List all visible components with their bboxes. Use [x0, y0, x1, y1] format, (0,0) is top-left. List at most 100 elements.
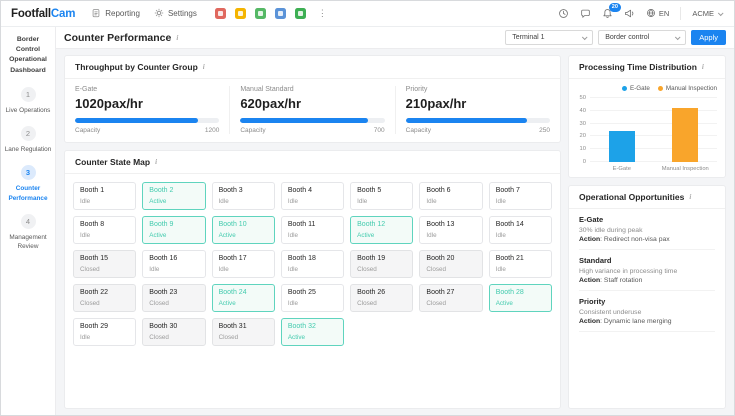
booth-state: Closed [426, 266, 447, 273]
booth-name: Booth 16 [149, 255, 178, 262]
booth-name: Booth 2 [149, 187, 174, 194]
booth-cell: Booth 8 Idle [73, 216, 137, 244]
capacity-progress-bar [75, 118, 220, 123]
booth-state: Idle [357, 198, 368, 205]
booth-state: Idle [287, 198, 298, 205]
chat-icon[interactable] [580, 8, 591, 19]
chart-plot-area [590, 97, 717, 162]
footfallcam-logo: FootfallCam [11, 7, 76, 20]
booth-name: Booth 21 [495, 255, 524, 262]
report-icon [91, 8, 101, 20]
y-tick-label: 20 [579, 133, 586, 140]
booth-state: Idle [426, 232, 437, 239]
capacity-progress-fill [75, 118, 198, 123]
opportunity-item-2: Standard High variance in processing time… [579, 250, 715, 291]
booth-cell: Booth 15 Closed [73, 250, 137, 278]
zone-select[interactable]: Border control [598, 30, 687, 45]
topbar-right: 20 EN ACME [558, 3, 724, 20]
gridline [590, 135, 717, 137]
booth-cell: Booth 32 Active [280, 318, 345, 346]
sidebar-step-2[interactable]: 2 Lane Regulation [4, 126, 52, 154]
booth-state: Closed [80, 266, 100, 273]
booth-cell: Booth 2 Active [142, 182, 206, 210]
capacity-label: Capacity [75, 127, 101, 134]
account-menu[interactable]: ACME [692, 9, 724, 18]
menu-reporting[interactable]: Reporting [91, 8, 140, 20]
more-apps-icon[interactable]: ⋮ [317, 8, 327, 18]
chart-legend: E-Gate Manual Inspection [577, 85, 717, 92]
app-icon-green[interactable] [254, 8, 266, 19]
booth-name: Booth 12 [357, 221, 386, 228]
terminal-select[interactable]: Terminal 1 [505, 30, 594, 45]
main-area: Counter Performance i Terminal 1 Border … [56, 27, 734, 415]
booth-cell: Booth 20 Closed [419, 250, 483, 278]
history-clock-icon[interactable] [558, 8, 569, 19]
gridline [590, 148, 717, 150]
booth-state: Idle [426, 198, 437, 205]
y-tick-label: 50 [579, 95, 586, 101]
metric-group-label: Manual Standard [240, 86, 294, 93]
opportunity-item-3: Priority Consistent underuse Action: Dynam… [579, 291, 715, 332]
announcement-megaphone-icon[interactable] [624, 8, 635, 19]
info-icon[interactable]: i [176, 33, 179, 42]
chevron-down-icon [582, 33, 588, 40]
booth-cell: Booth 26 Closed [350, 284, 414, 312]
booth-cell: Booth 16 Idle [142, 250, 206, 278]
app-icon-red[interactable] [214, 8, 226, 19]
menu-settings[interactable]: Settings [154, 8, 197, 20]
booth-name: Booth 7 [495, 187, 520, 194]
booth-cell: Booth 6 Idle [419, 182, 483, 210]
booth-state: Active [495, 300, 513, 307]
terminal-select-value: Terminal 1 [512, 34, 545, 41]
app-icon-blue[interactable] [274, 8, 286, 19]
booth-name: Booth 4 [287, 187, 312, 194]
metric-value: 1020pax/hr [75, 96, 143, 111]
sidebar-step-1[interactable]: 1 Live Operations [4, 86, 52, 115]
booth-name: Booth 9 [149, 221, 174, 228]
booth-name: Booth 31 [218, 323, 247, 330]
capacity-value: 700 [373, 127, 385, 134]
apply-button[interactable]: Apply [691, 30, 726, 45]
gridline [590, 122, 717, 124]
booth-cell: Booth 25 Idle [280, 284, 345, 312]
info-icon[interactable]: i [155, 158, 158, 166]
info-icon[interactable]: i [689, 193, 692, 201]
booth-cell: Booth 1 Idle [73, 182, 137, 210]
sidebar-step-4[interactable]: 4 Management Review [4, 213, 52, 252]
step-number: 1 [20, 86, 36, 102]
booth-name: Booth 20 [426, 255, 455, 262]
chart-bar-manual-inspection [672, 108, 699, 162]
topbar-divider [680, 7, 682, 20]
app-icon-yellow[interactable] [234, 8, 246, 19]
booth-state: Active [218, 300, 236, 307]
booth-name: Booth 17 [218, 255, 247, 262]
metric-group-label: Priority [405, 86, 428, 93]
booth-cell: Booth 27 Closed [419, 284, 483, 312]
step-list: 1 Live Operations 2 Lane Regulation 3 Counter… [4, 86, 52, 252]
step-number: 3 [20, 165, 36, 181]
legend-item: Manual Inspection [657, 85, 717, 92]
legend-item: E-Gate [621, 85, 650, 92]
notifications-bell-icon[interactable]: 20 [602, 3, 621, 19]
booth-name: Booth 28 [495, 289, 524, 296]
booth-cell: Booth 13 Idle [419, 216, 483, 244]
sidebar-step-3[interactable]: 3 Counter Performance [4, 165, 52, 203]
info-icon[interactable]: i [202, 63, 205, 71]
booth-cell: Booth 7 Idle [488, 182, 552, 210]
booth-cell: Booth 17 Idle [211, 250, 275, 278]
language-label: EN [658, 9, 670, 18]
step-label: Management Review [9, 233, 47, 251]
metric-value: 210pax/hr [405, 96, 467, 111]
app-icon-calendar-green[interactable] [294, 8, 306, 19]
booth-state: Idle [149, 266, 160, 273]
booth-cell: Booth 3 Idle [211, 182, 275, 210]
chart-x-axis: E-Gate Manual Inspection [590, 162, 717, 172]
info-icon[interactable]: i [701, 63, 704, 71]
language-selector[interactable]: EN [646, 8, 669, 20]
booth-cell: Booth 31 Closed [211, 318, 275, 346]
booth-state: Closed [149, 334, 169, 341]
chart-bar-e-gate [608, 131, 635, 162]
booth-cell: Booth 19 Closed [350, 250, 414, 278]
y-tick-label: 10 [579, 146, 586, 153]
chevron-down-icon [717, 9, 724, 16]
